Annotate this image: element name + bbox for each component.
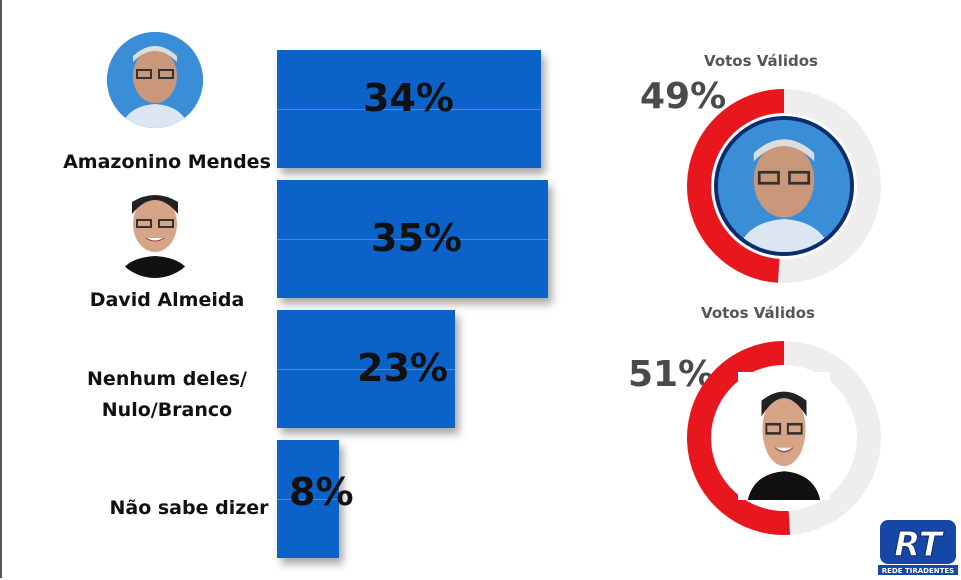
bar-value-label-0: 34% [363, 76, 454, 120]
donut-chart-1 [687, 341, 881, 535]
bar-highlight [277, 109, 541, 110]
bar-3 [277, 440, 339, 558]
bar-highlight [277, 239, 548, 240]
avatar-amazonino [107, 32, 203, 128]
donut-avatar-david [738, 372, 830, 500]
bar-0 [277, 50, 541, 168]
donut-slice-0 [687, 89, 785, 283]
bar-value-label-1: 35% [371, 216, 462, 260]
avatar-david [108, 180, 202, 278]
donut-avatar-amazonino [714, 116, 854, 256]
bar-highlight [277, 499, 339, 500]
donut-title-0: Votos Válidos [704, 52, 818, 70]
rede-tiradentes-logo: RT REDE TIRADENTES [878, 518, 958, 576]
category-label-0: Amazonino Mendes [63, 151, 271, 173]
category-label-3: Não sabe dizer [109, 497, 269, 519]
donut-slice-1 [687, 341, 791, 535]
bar-highlight [277, 369, 455, 370]
bar-1 [277, 180, 548, 298]
left-border [0, 0, 2, 578]
donut-value-label-0: 49% [640, 76, 727, 117]
bar-2 [277, 310, 455, 428]
category-label-1: David Almeida [89, 289, 245, 311]
svg-text:REDE TIRADENTES: REDE TIRADENTES [882, 567, 954, 575]
donut-chart-0 [687, 89, 881, 283]
donut-title-1: Votos Válidos [701, 304, 815, 322]
bar-value-label-3: 8% [289, 470, 354, 514]
svg-text:RT: RT [894, 525, 945, 565]
bar-value-label-2: 23% [357, 346, 448, 390]
category-label-2: Nenhum deles/ Nulo/Branco [87, 368, 247, 421]
donut-value-label-1: 51% [628, 354, 715, 395]
